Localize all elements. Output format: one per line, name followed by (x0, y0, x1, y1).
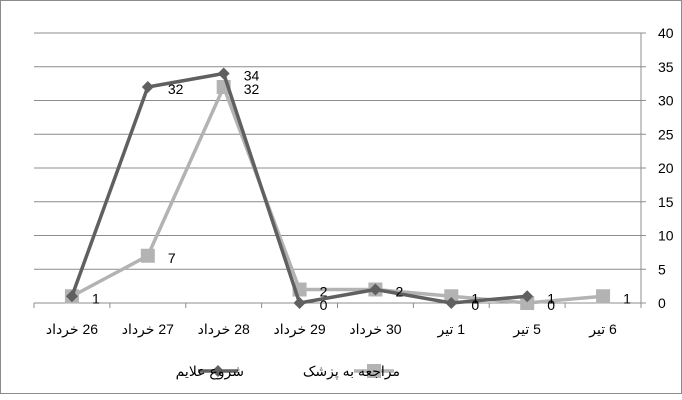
data-label: 34 (244, 68, 260, 84)
data-label: 2 (395, 284, 403, 300)
y-tick-label: 5 (658, 261, 666, 277)
legend: شروع علایم مراجعه به پزشک (176, 363, 400, 380)
data-label: 1 (471, 290, 479, 306)
y-tick-label: 25 (658, 126, 674, 142)
data-point (521, 290, 534, 303)
data-label: 0 (547, 297, 555, 313)
x-tick-label: 30 خرداد (349, 321, 401, 338)
data-point (596, 289, 611, 304)
data-point (65, 290, 78, 303)
data-label: 1 (547, 290, 555, 306)
data-label: 32 (168, 81, 184, 97)
gridlines (34, 32, 641, 270)
x-tick-label: 28 خرداد (198, 321, 250, 338)
legend-marker (367, 364, 381, 378)
data-point (140, 248, 155, 263)
data-label: 32 (244, 81, 260, 97)
data-point (217, 67, 230, 80)
legend-label: شروع علایم (176, 363, 244, 380)
series-group (64, 67, 611, 310)
data-label: 0 (320, 297, 328, 313)
data-label: 1 (92, 290, 100, 306)
series-doctor-visit (64, 80, 611, 310)
legend-marker (212, 365, 224, 377)
series-line (70, 71, 528, 305)
y-tick-label: 10 (658, 228, 674, 244)
y-tick-label: 0 (658, 295, 666, 311)
data-label: 7 (168, 250, 176, 266)
data-label: 0 (471, 297, 479, 313)
data-point (445, 297, 458, 309)
y-tick-label: 15 (658, 194, 674, 210)
x-tick-label: 27 خرداد (122, 321, 174, 338)
data-label: 2 (320, 284, 328, 300)
series-line (71, 85, 604, 305)
x-tick-label: 6 تیر (588, 321, 617, 338)
y-tick-label: 20 (658, 160, 674, 176)
data-point (369, 283, 382, 296)
data-point (293, 297, 306, 309)
x-tick-label: 5 تیر (512, 321, 541, 338)
x-tick-label: 29 خرداد (273, 321, 325, 338)
x-tick-label: 1 تیر (437, 321, 466, 338)
series-symptom-onset (65, 67, 534, 309)
x-tick-labels: 26 خرداد 27 خرداد 28 خرداد 29 خرداد 30 خرداد… (46, 321, 617, 338)
data-label: 1 (623, 290, 631, 306)
y-tick-label: 40 (658, 25, 674, 41)
y-tick-labels: 0 5 10 15 20 25 30 35 40 (658, 25, 674, 311)
legend-label: مراجعه به پزشک (303, 363, 400, 380)
y-tick-label: 35 (658, 59, 674, 75)
x-tick-label: 26 خرداد (46, 321, 98, 338)
data-point (141, 81, 154, 93)
data-point (444, 289, 459, 304)
y-tick-label: 30 (658, 93, 674, 109)
data-point (520, 296, 535, 310)
